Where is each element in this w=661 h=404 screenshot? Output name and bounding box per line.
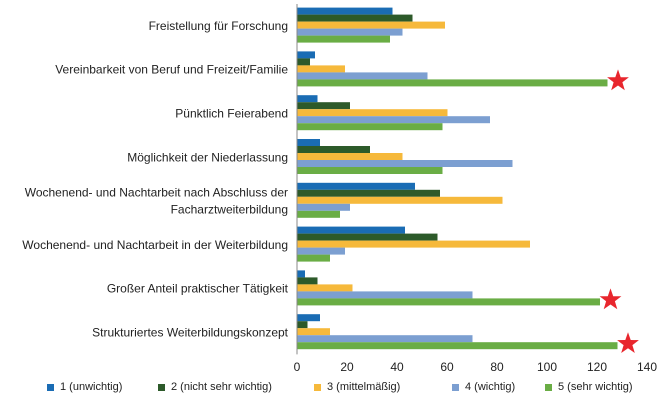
category-label: Strukturiertes Weiterbildungskonzept xyxy=(92,326,289,340)
star-marker xyxy=(617,332,639,353)
legend-swatch xyxy=(545,383,552,391)
x-tick-label: 60 xyxy=(440,360,454,374)
bar-c0-s1 xyxy=(297,14,413,22)
bar-c7-s1 xyxy=(297,321,308,329)
bar-c1-s2 xyxy=(297,65,345,73)
x-tick-label: 120 xyxy=(587,360,607,374)
x-tick-label: 20 xyxy=(340,360,354,374)
legend-swatch xyxy=(47,383,54,391)
bar-c5-s3 xyxy=(297,247,345,255)
legend-item: 4 (wichtig) xyxy=(452,381,515,393)
legend: 1 (unwichtig) 2 (nicht sehr wichtig) 3 (mi… xyxy=(0,381,661,399)
x-axis-ticks: 0 20 40 60 80 100 120 140 xyxy=(294,360,658,374)
bar-c4-s3 xyxy=(297,203,350,211)
category-label: Pünktlich Feierabend xyxy=(175,107,288,121)
category-labels: Freistellung für Forschung Vereinbarkeit … xyxy=(22,19,288,340)
bar-c6-s3 xyxy=(297,291,473,299)
bar-c5-s4 xyxy=(297,254,330,262)
bar-c7-s4 xyxy=(297,342,618,350)
legend-label: 1 (unwichtig) xyxy=(60,381,123,393)
category-label: Wochenend- und Nachtarbeit nach Abschlus… xyxy=(25,186,288,200)
legend-label: 2 (nicht sehr wichtig) xyxy=(171,381,272,393)
x-tick-label: 40 xyxy=(390,360,404,374)
star-marker xyxy=(607,69,629,91)
star-marker xyxy=(599,288,622,310)
bar-c1-s0 xyxy=(297,51,315,59)
legend-swatch xyxy=(314,383,321,391)
bar-c2-s2 xyxy=(297,109,448,117)
legend-label: 4 (wichtig) xyxy=(465,381,516,393)
category-label: Facharztweiterbildung xyxy=(171,203,288,217)
bar-c0-s4 xyxy=(297,35,390,43)
bar-c7-s3 xyxy=(297,335,473,343)
bars-group xyxy=(297,7,618,350)
bar-c1-s4 xyxy=(297,79,608,87)
bar-c3-s4 xyxy=(297,167,443,174)
x-tick-label: 140 xyxy=(637,360,657,374)
bar-c6-s4 xyxy=(297,298,600,306)
bar-c4-s4 xyxy=(297,210,340,218)
bar-c0-s0 xyxy=(297,7,393,15)
bar-c7-s2 xyxy=(297,328,330,336)
x-tick-label: 80 xyxy=(490,360,504,374)
legend-label: 5 (sehr wichtig) xyxy=(558,381,633,393)
highlight-stars xyxy=(599,69,639,353)
bar-c1-s1 xyxy=(297,58,310,66)
legend-item: 1 (unwichtig) xyxy=(47,381,122,393)
legend-item: 3 (mittelmäßig) xyxy=(314,381,400,393)
bar-c6-s2 xyxy=(297,284,353,292)
legend-item: 2 (nicht sehr wichtig) xyxy=(158,381,272,393)
x-tick-label: 0 xyxy=(294,360,301,374)
bar-c5-s0 xyxy=(297,226,405,234)
bar-c6-s1 xyxy=(297,277,318,285)
category-label: Großer Anteil praktischer Tätigkeit xyxy=(107,282,289,296)
bar-c2-s3 xyxy=(297,116,490,124)
legend-swatch xyxy=(158,383,165,391)
legend-label: 3 (mittelmäßig) xyxy=(327,381,401,393)
bar-c2-s1 xyxy=(297,102,350,110)
bar-c3-s3 xyxy=(297,160,513,167)
x-tick-label: 100 xyxy=(537,360,557,374)
bar-c4-s2 xyxy=(297,196,503,204)
category-label: Wochenend- und Nachtarbeit in der Weiter… xyxy=(22,238,288,252)
bar-c0-s2 xyxy=(297,21,445,29)
bar-c3-s2 xyxy=(297,153,403,160)
bar-c4-s0 xyxy=(297,182,415,190)
legend-item: 5 (sehr wichtig) xyxy=(545,381,633,393)
bar-c3-s1 xyxy=(297,146,370,153)
legend-swatch xyxy=(452,383,459,391)
bar-c2-s0 xyxy=(297,95,318,103)
bar-c6-s0 xyxy=(297,270,305,278)
bar-c1-s3 xyxy=(297,72,428,80)
category-label: Vereinbarkeit von Beruf und Freizeit/Fam… xyxy=(55,63,288,77)
bar-c5-s1 xyxy=(297,233,438,241)
category-label: Möglichkeit der Niederlassung xyxy=(127,150,288,164)
category-label: Freistellung für Forschung xyxy=(149,19,288,33)
bar-c2-s4 xyxy=(297,123,443,131)
bar-c7-s0 xyxy=(297,314,320,322)
bar-c0-s3 xyxy=(297,28,403,36)
bar-c3-s0 xyxy=(297,139,320,146)
bar-c5-s2 xyxy=(297,240,530,248)
bar-c4-s1 xyxy=(297,189,440,197)
